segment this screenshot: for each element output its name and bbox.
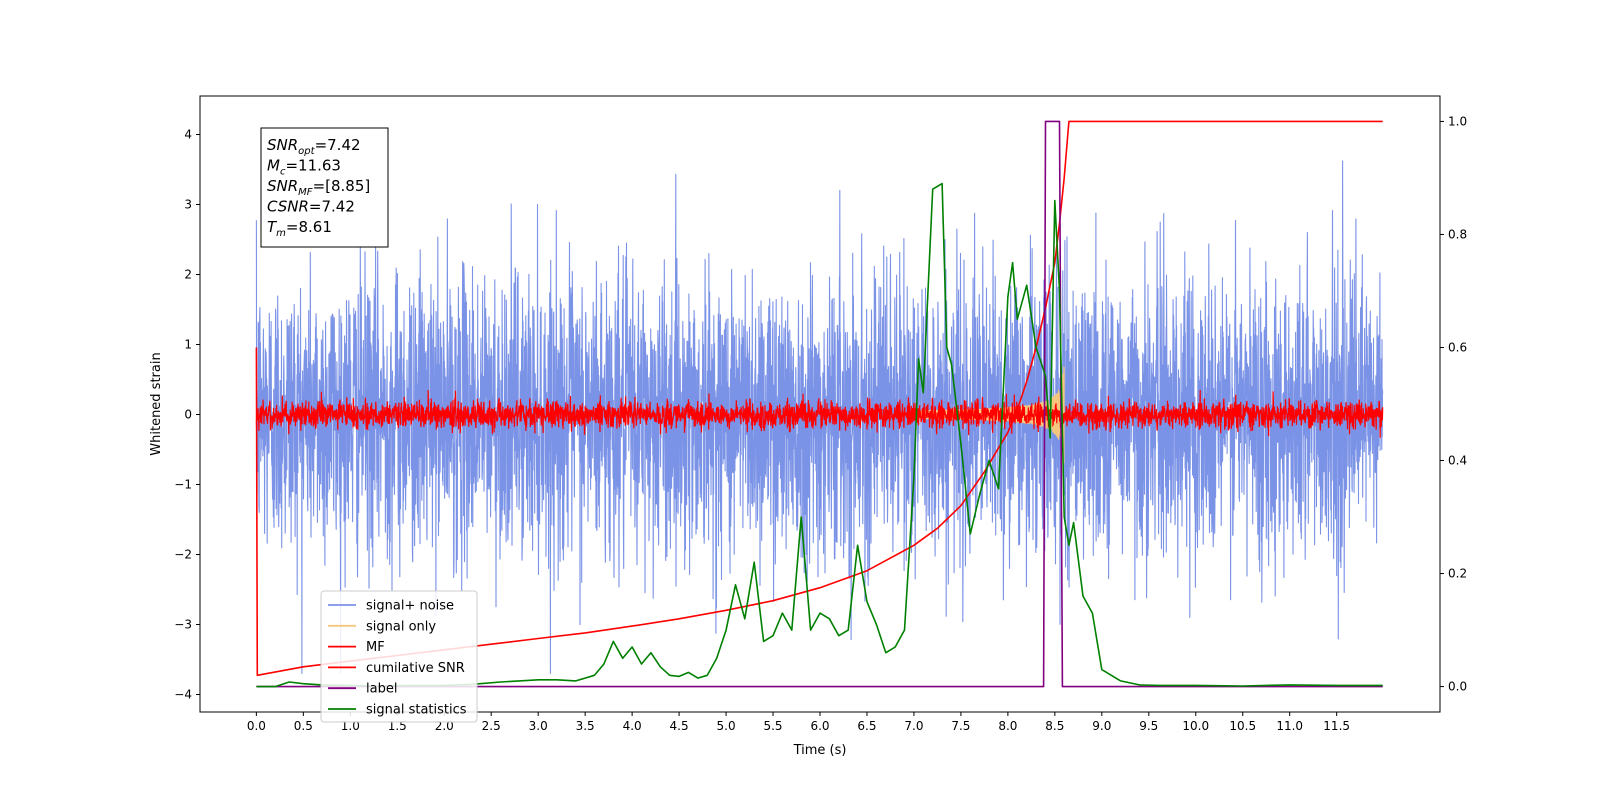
x-axis-label: Time (s): [793, 743, 847, 758]
series-signal-statistics: [256, 182, 1383, 688]
annotation-symbol: SNR: [267, 136, 298, 154]
x-tick-label: 0.5: [294, 719, 313, 733]
legend-entry-label: label: [366, 682, 397, 697]
annotation-symbol: SNR: [267, 177, 298, 195]
x-tick-label: 0.0: [247, 719, 266, 733]
x-tick-label: 6.0: [810, 719, 829, 733]
annotation-value: =7.42: [309, 198, 355, 216]
y-tick-label-right: 0.8: [1448, 227, 1467, 241]
y-tick-label-left: −3: [174, 618, 192, 632]
x-tick-label: 9.0: [1092, 719, 1111, 733]
y-axis-label-left: Whitened strain: [149, 352, 164, 455]
x-tick-label: 11.0: [1276, 719, 1303, 733]
annotation-value: =8.61: [286, 218, 332, 236]
annotation-line: SNRMF=[8.85]: [267, 177, 370, 198]
annotation-symbol: CSNR: [267, 198, 309, 216]
annotation-symbol: M: [267, 157, 280, 175]
y-tick-label-left: 4: [184, 128, 192, 142]
x-tick-label: 10.5: [1229, 719, 1256, 733]
legend: signal+ noise signal only MF cumilative SNR…: [320, 590, 478, 723]
snr-annotation-box: SNRopt=7.42Mc=11.63SNRMF=[8.85]CSNR=7.42…: [260, 127, 389, 248]
y-tick-label-right: 0.4: [1448, 454, 1467, 468]
x-tick-label: 8.0: [998, 719, 1017, 733]
annotation-frame: [260, 127, 389, 248]
x-tick-label: 6.5: [857, 719, 876, 733]
y-tick-label-left: 2: [184, 268, 192, 282]
x-tick-label: 3.0: [529, 719, 548, 733]
x-tick-label: 3.5: [576, 719, 595, 733]
legend-entry-label: MF: [366, 640, 385, 655]
annotation-value: =11.63: [285, 157, 341, 175]
y-tick-label-left: 3: [184, 198, 192, 212]
y-tick-label-left: 1: [184, 338, 192, 352]
annotation-subscript: opt: [298, 146, 315, 157]
x-tick-label: 11.5: [1323, 719, 1350, 733]
annotation-subscript: m: [276, 228, 286, 239]
series-label: [256, 120, 1383, 688]
left-y-axis-ticks: 4 3 2 1 0 −1 −2 −3 −4: [174, 128, 200, 702]
x-tick-label: 2.5: [482, 719, 501, 733]
legend-entry-label: cumilative SNR: [366, 661, 465, 676]
y-tick-label-left: −2: [174, 548, 192, 562]
mf-layer: [255, 389, 1384, 438]
annotation-subscript: MF: [298, 187, 313, 198]
x-tick-label: 7.0: [904, 719, 923, 733]
x-tick-label: 7.5: [951, 719, 970, 733]
legend-entry-label: signal+ noise: [366, 599, 454, 614]
label-layer: [256, 120, 1383, 688]
y-tick-label-left: −1: [174, 478, 192, 492]
y-tick-label-right: 0.2: [1448, 567, 1467, 581]
y-tick-label-left: −4: [174, 688, 192, 702]
x-tick-label: 4.0: [623, 719, 642, 733]
legend-entry-label: signal only: [366, 619, 436, 634]
y-tick-label-right: 0.0: [1448, 680, 1467, 694]
x-tick-label: 5.5: [763, 719, 782, 733]
annotation-subscript: c: [280, 167, 286, 178]
y-tick-label-right: 0.6: [1448, 340, 1467, 354]
y-tick-label-right: 1.0: [1448, 114, 1467, 128]
legend-entry-label: signal statistics: [366, 703, 467, 718]
annotation-line: CSNR=7.42: [267, 198, 355, 216]
right-y-axis-ticks: 1.0 0.8 0.6 0.4 0.2 0.0: [1440, 114, 1467, 694]
annotation-symbol: T: [267, 218, 278, 236]
x-tick-label: 8.5: [1045, 719, 1064, 733]
x-tick-label: 5.0: [717, 719, 736, 733]
annotation-line: SNRopt=7.42: [267, 136, 361, 157]
y-tick-label-left: 0: [184, 408, 192, 422]
annotation-value: =7.42: [315, 136, 361, 154]
annotation-value: =[8.85]: [313, 177, 371, 195]
x-tick-label: 10.0: [1182, 719, 1209, 733]
annotation-line: Mc=11.63: [267, 157, 341, 178]
annotation-line: Tm=8.61: [267, 218, 332, 239]
x-tick-label: 4.5: [670, 719, 689, 733]
series-mf: [255, 389, 1384, 438]
signal-statistics-layer: [256, 182, 1383, 688]
legend-frame: [320, 590, 478, 723]
x-tick-label: 9.5: [1139, 719, 1158, 733]
